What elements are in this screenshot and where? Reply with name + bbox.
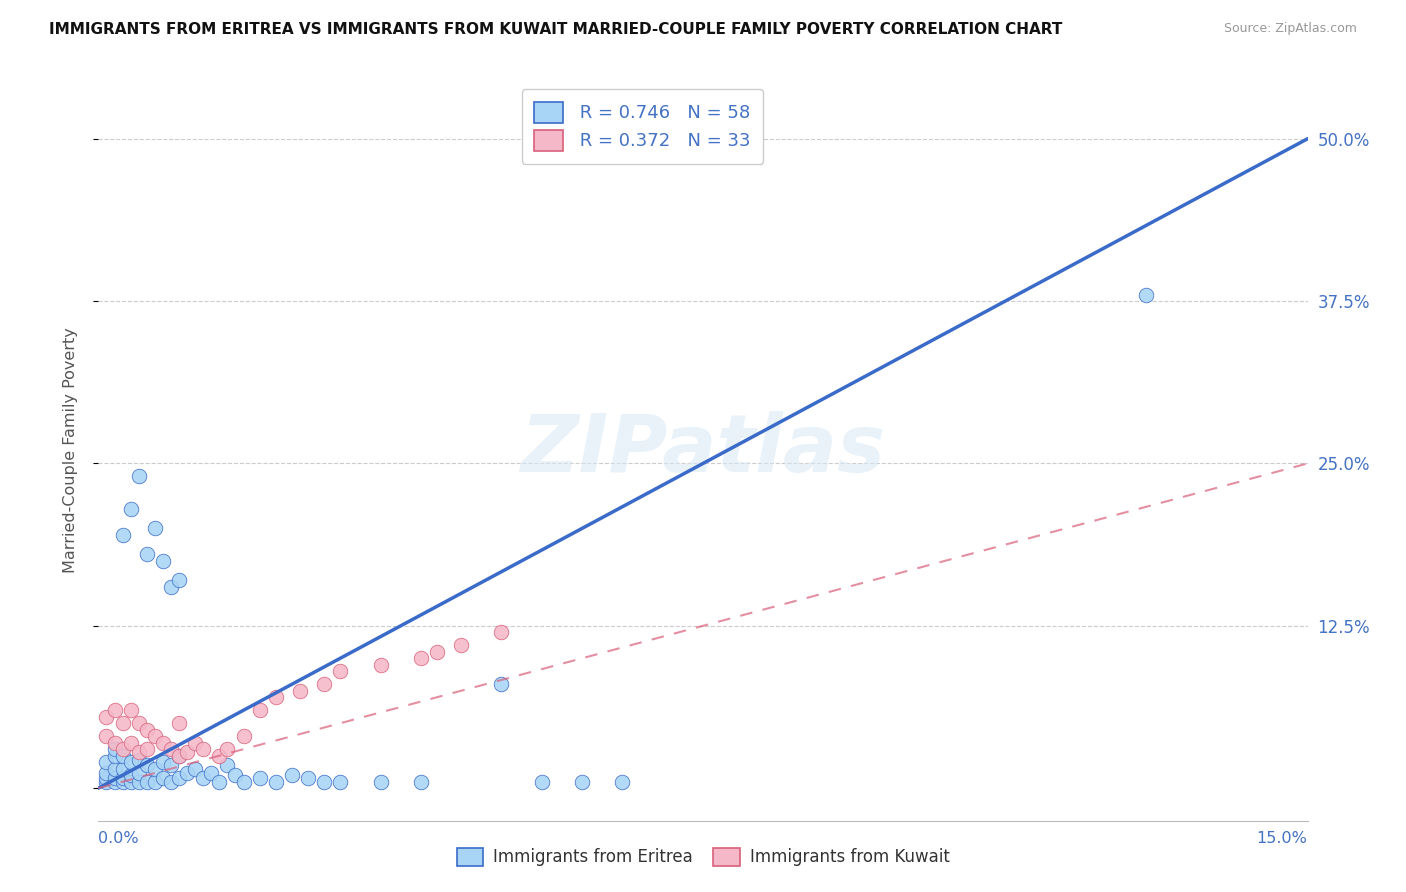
Point xyxy=(128,774,150,789)
Point xyxy=(167,771,190,785)
Point xyxy=(167,716,190,731)
Point xyxy=(96,774,118,789)
Point xyxy=(152,554,174,568)
Point xyxy=(167,748,190,763)
Point xyxy=(217,757,239,772)
Point xyxy=(530,774,553,789)
Text: 15.0%: 15.0% xyxy=(1257,831,1308,846)
Point xyxy=(135,547,157,561)
Point xyxy=(409,651,432,665)
Point xyxy=(224,768,246,782)
Point xyxy=(120,502,142,516)
Point xyxy=(370,774,392,789)
Point xyxy=(143,729,166,743)
Point xyxy=(491,625,513,640)
Point xyxy=(103,742,125,756)
Point xyxy=(120,736,142,750)
Point xyxy=(176,745,198,759)
Point xyxy=(135,742,157,756)
Point xyxy=(111,762,134,776)
Point xyxy=(193,742,215,756)
Point xyxy=(103,771,125,785)
Text: IMMIGRANTS FROM ERITREA VS IMMIGRANTS FROM KUWAIT MARRIED-COUPLE FAMILY POVERTY : IMMIGRANTS FROM ERITREA VS IMMIGRANTS FR… xyxy=(49,22,1063,37)
Point xyxy=(571,774,593,789)
Point xyxy=(152,736,174,750)
Point xyxy=(96,729,118,743)
Point xyxy=(135,757,157,772)
Point xyxy=(193,771,215,785)
Point xyxy=(217,742,239,756)
Point xyxy=(96,755,118,769)
Point xyxy=(135,723,157,737)
Point xyxy=(128,765,150,780)
Point xyxy=(128,469,150,483)
Point xyxy=(297,771,319,785)
Point xyxy=(184,762,207,776)
Legend:  R = 0.746   N = 58,  R = 0.372   N = 33: R = 0.746 N = 58, R = 0.372 N = 33 xyxy=(522,89,763,163)
Point xyxy=(143,774,166,789)
Point xyxy=(491,677,513,691)
Point xyxy=(208,774,231,789)
Point xyxy=(208,748,231,763)
Point xyxy=(120,755,142,769)
Point xyxy=(314,677,336,691)
Point xyxy=(160,774,183,789)
Point xyxy=(232,774,254,789)
Point xyxy=(288,683,311,698)
Point xyxy=(329,774,352,789)
Point xyxy=(249,771,271,785)
Point xyxy=(409,774,432,789)
Point xyxy=(135,774,157,789)
Point xyxy=(1135,287,1157,301)
Point xyxy=(160,742,183,756)
Point xyxy=(249,703,271,717)
Point xyxy=(281,768,304,782)
Point xyxy=(111,528,134,542)
Point xyxy=(152,771,174,785)
Point xyxy=(264,774,287,789)
Point xyxy=(176,765,198,780)
Point xyxy=(128,745,150,759)
Point xyxy=(167,748,190,763)
Point xyxy=(111,774,134,789)
Point xyxy=(103,774,125,789)
Point xyxy=(264,690,287,705)
Point xyxy=(314,774,336,789)
Point xyxy=(128,753,150,767)
Point xyxy=(128,716,150,731)
Point xyxy=(612,774,634,789)
Point xyxy=(103,703,125,717)
Point xyxy=(167,574,190,588)
Legend: Immigrants from Eritrea, Immigrants from Kuwait: Immigrants from Eritrea, Immigrants from… xyxy=(450,841,956,873)
Text: 0.0%: 0.0% xyxy=(98,831,139,846)
Point xyxy=(143,762,166,776)
Point xyxy=(120,768,142,782)
Point xyxy=(111,716,134,731)
Text: Source: ZipAtlas.com: Source: ZipAtlas.com xyxy=(1223,22,1357,36)
Point xyxy=(96,765,118,780)
Point xyxy=(200,765,222,780)
Text: ZIPatlas: ZIPatlas xyxy=(520,411,886,490)
Point xyxy=(450,638,472,652)
Point xyxy=(96,771,118,785)
Point xyxy=(120,703,142,717)
Point xyxy=(152,755,174,769)
Point xyxy=(103,762,125,776)
Point xyxy=(232,729,254,743)
Point xyxy=(120,774,142,789)
Point xyxy=(143,521,166,535)
Point xyxy=(370,657,392,672)
Point xyxy=(96,710,118,724)
Point xyxy=(111,742,134,756)
Point xyxy=(103,748,125,763)
Point xyxy=(426,645,449,659)
Point xyxy=(111,748,134,763)
Point xyxy=(103,736,125,750)
Point xyxy=(184,736,207,750)
Y-axis label: Married-Couple Family Poverty: Married-Couple Family Poverty xyxy=(63,327,77,574)
Point xyxy=(329,665,352,679)
Point xyxy=(160,580,183,594)
Point xyxy=(111,771,134,785)
Point xyxy=(160,757,183,772)
